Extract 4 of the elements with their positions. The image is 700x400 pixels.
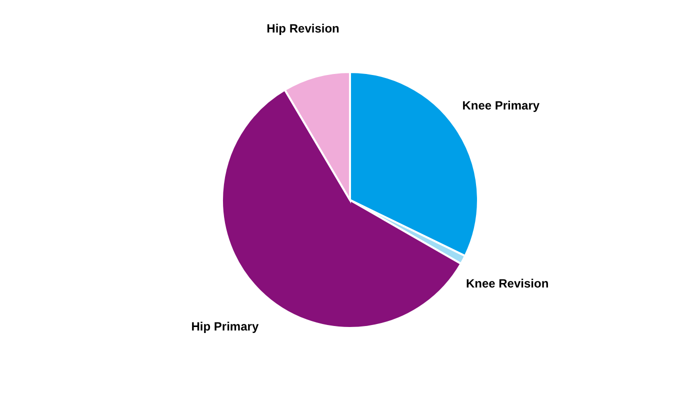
slice-label: Hip Revision: [266, 21, 340, 36]
slice-label: Knee Revision: [466, 276, 549, 290]
slice-label: Hip Primary: [191, 320, 259, 334]
slice-label: Knee Primary: [462, 98, 540, 113]
